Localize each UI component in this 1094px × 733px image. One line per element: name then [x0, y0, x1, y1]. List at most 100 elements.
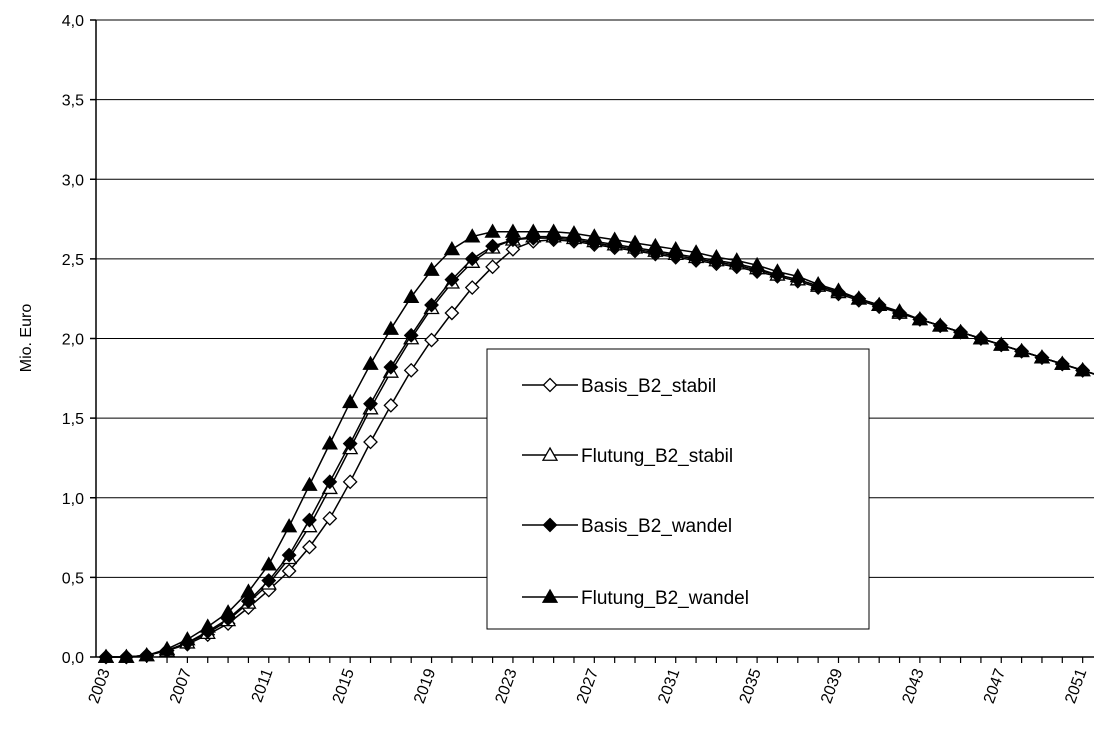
x-tick-label: 2047	[981, 666, 1009, 705]
y-tick-label: 0,0	[62, 650, 84, 667]
data-point	[891, 303, 908, 318]
data-point	[403, 327, 419, 343]
y-tick-label: 2,5	[62, 252, 84, 269]
data-point	[647, 237, 664, 253]
data-point	[322, 511, 338, 526]
series-layer	[97, 223, 1094, 665]
data-point	[769, 263, 786, 278]
data-point	[322, 474, 338, 490]
data-point	[504, 223, 522, 238]
data-point	[484, 223, 501, 238]
data-point	[382, 320, 399, 335]
data-point	[321, 435, 338, 450]
legend-box	[486, 348, 870, 630]
legend-label: Flutung_B2_wandel	[581, 588, 749, 609]
data-point	[158, 640, 176, 655]
data-point	[728, 252, 745, 267]
legend-marker	[541, 588, 559, 603]
data-point	[342, 474, 358, 490]
y-tick-label: 3,0	[62, 172, 84, 189]
data-point	[261, 573, 277, 588]
data-point	[586, 228, 603, 243]
legend-entry: Basis_B2_stabil	[522, 376, 716, 397]
data-point	[199, 618, 216, 633]
data-point	[485, 238, 501, 254]
legend-label: Basis_B2_wandel	[581, 516, 732, 537]
data-point	[302, 512, 317, 528]
y-tick-label: 2,0	[62, 332, 84, 349]
y-tick-label: 4,0	[62, 13, 84, 30]
data-point	[1054, 355, 1071, 370]
data-point	[911, 311, 928, 326]
data-point	[932, 317, 949, 332]
x-tick-label: 2011	[249, 666, 277, 704]
x-tick-label: 2051	[1062, 666, 1090, 705]
data-point	[464, 228, 481, 243]
data-point	[464, 251, 480, 267]
x-tick-label: 2027	[574, 666, 602, 705]
data-point	[565, 225, 583, 240]
data-point	[260, 556, 277, 571]
data-point	[281, 518, 298, 533]
data-point	[626, 234, 644, 249]
data-point	[240, 583, 257, 598]
x-tick-label: 2035	[737, 666, 765, 705]
data-point	[443, 241, 461, 256]
data-point	[444, 272, 460, 287]
data-point	[748, 256, 766, 272]
legend-label: Flutung_B2_stabil	[581, 446, 733, 467]
data-point	[403, 362, 419, 378]
y-tick-label: 3,5	[62, 93, 84, 110]
data-point	[545, 223, 562, 238]
x-tick-label: 2003	[86, 666, 114, 705]
x-tick-label: 2039	[818, 666, 846, 705]
data-point	[281, 563, 297, 579]
data-point	[363, 396, 378, 412]
data-point	[687, 244, 705, 259]
data-point	[789, 268, 806, 283]
x-tick-label: 2019	[411, 666, 439, 705]
data-point	[505, 241, 521, 257]
data-point	[810, 276, 827, 291]
data-point	[281, 547, 297, 563]
legend-marker	[542, 377, 558, 393]
legend-marker	[542, 517, 558, 533]
data-point	[383, 359, 399, 375]
data-point	[525, 223, 542, 238]
data-point	[403, 288, 420, 303]
data-point	[423, 261, 440, 276]
legend-label: Basis_B2_stabil	[581, 376, 716, 397]
data-point	[424, 332, 439, 348]
data-point	[993, 336, 1010, 351]
y-axis-title: Mio. Euro	[18, 304, 35, 373]
x-tick-label: 2007	[167, 666, 195, 705]
legend-entry: Basis_B2_wandel	[522, 516, 732, 537]
data-point	[667, 241, 684, 256]
data-point	[708, 248, 725, 264]
data-point	[362, 355, 379, 370]
series-Flutung_B2_wandel	[97, 223, 1094, 663]
x-tick-label: 2015	[330, 666, 358, 705]
data-point	[850, 290, 867, 305]
data-point	[301, 476, 318, 491]
data-point	[464, 280, 480, 295]
data-point	[363, 434, 378, 450]
data-point	[606, 231, 623, 246]
y-tick-label: 1,5	[62, 411, 84, 428]
legend-marker	[541, 446, 559, 461]
legend-entry: Flutung_B2_stabil	[522, 446, 733, 467]
data-point	[952, 323, 969, 339]
y-tick-label: 1,0	[62, 491, 84, 508]
data-point	[241, 593, 256, 609]
x-tick-label: 2031	[655, 666, 683, 705]
x-tick-label: 2023	[493, 666, 521, 705]
data-point	[972, 330, 990, 345]
data-point	[342, 436, 358, 452]
legend: Basis_B2_stabil Flutung_B2_stabil Basis_B2…	[486, 348, 870, 630]
data-point	[1074, 362, 1091, 377]
data-point	[1013, 342, 1030, 358]
data-point	[179, 631, 196, 646]
legend-entry: Flutung_B2_wandel	[522, 588, 749, 609]
data-point	[424, 297, 439, 313]
